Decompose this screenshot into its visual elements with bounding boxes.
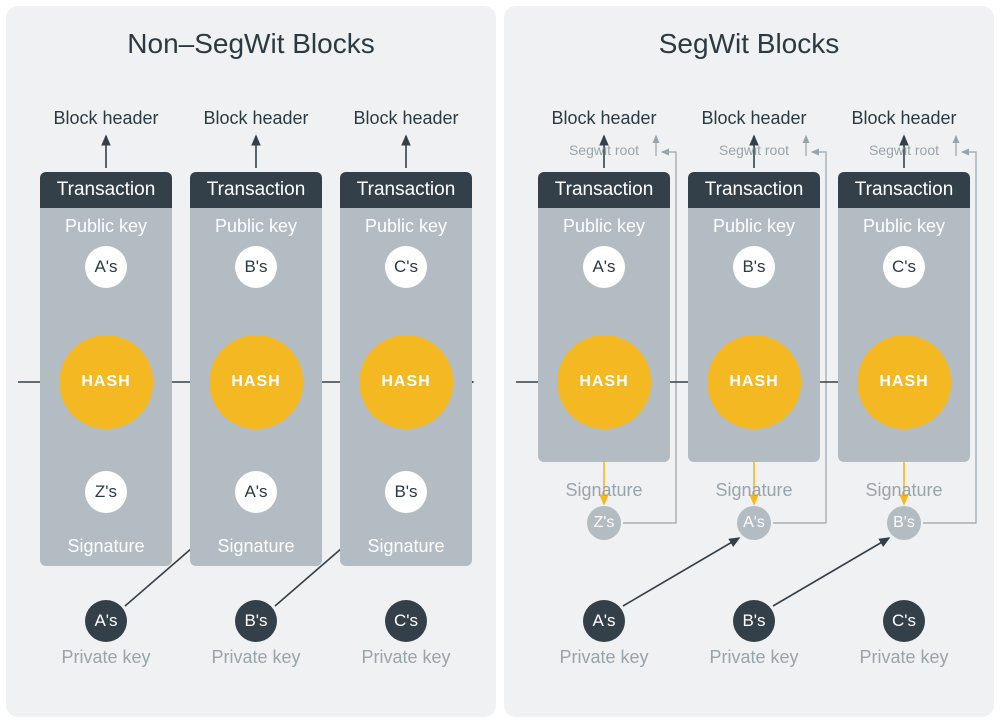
- pub-circle-right-0: A's: [583, 246, 625, 288]
- sig-label-right-2: Signature: [832, 480, 976, 501]
- tx-header-left-2: Transaction: [340, 172, 472, 208]
- block-header-label-right-0: Block header: [532, 108, 676, 129]
- priv-circle-left-1: B's: [235, 600, 277, 642]
- sig-circle-right-2: B's: [887, 506, 921, 540]
- hash-circle-right-0: HASH: [557, 335, 651, 429]
- pubkey-label-left-0: Public key: [40, 216, 172, 237]
- priv-label-right-2: Private key: [832, 647, 976, 668]
- block-header-label-right-1: Block header: [682, 108, 826, 129]
- tx-header-right-0: Transaction: [538, 172, 670, 208]
- pubkey-label-right-1: Public key: [688, 216, 820, 237]
- priv-circle-right-2: C's: [883, 600, 925, 642]
- sig-label-left-2: Signature: [340, 536, 472, 557]
- sig-label-right-1: Signature: [682, 480, 826, 501]
- pubkey-label-right-0: Public key: [538, 216, 670, 237]
- pub-circle-right-2: C's: [883, 246, 925, 288]
- tx-header-left-1: Transaction: [190, 172, 322, 208]
- priv-label-left-0: Private key: [34, 647, 178, 668]
- block-header-label-left-1: Block header: [184, 108, 328, 129]
- priv-circle-left-0: A's: [85, 600, 127, 642]
- sig-circle-right-1: A's: [737, 506, 771, 540]
- sig-label-left-1: Signature: [190, 536, 322, 557]
- priv-circle-right-0: A's: [583, 600, 625, 642]
- hash-circle-left-2: HASH: [359, 335, 453, 429]
- priv-label-left-2: Private key: [334, 647, 478, 668]
- segwit-root-label-1: Segwit root: [682, 142, 826, 158]
- block-header-label-left-0: Block header: [34, 108, 178, 129]
- pubkey-label-left-1: Public key: [190, 216, 322, 237]
- pub-circle-right-1: B's: [733, 246, 775, 288]
- priv-label-right-0: Private key: [532, 647, 676, 668]
- priv-circle-left-2: C's: [385, 600, 427, 642]
- pubkey-label-right-2: Public key: [838, 216, 970, 237]
- hash-circle-right-1: HASH: [707, 335, 801, 429]
- block-header-label-left-2: Block header: [334, 108, 478, 129]
- block-header-label-right-2: Block header: [832, 108, 976, 129]
- segwit-root-label-0: Segwit root: [532, 142, 676, 158]
- segwit-root-label-2: Segwit root: [832, 142, 976, 158]
- sig-label-right-0: Signature: [532, 480, 676, 501]
- panel-title-right: SegWit Blocks: [504, 28, 994, 60]
- tx-header-right-2: Transaction: [838, 172, 970, 208]
- panel-title-left: Non–SegWit Blocks: [6, 28, 496, 60]
- pub-circle-left-0: A's: [85, 246, 127, 288]
- pub-circle-left-1: B's: [235, 246, 277, 288]
- priv-circle-right-1: B's: [733, 600, 775, 642]
- hash-circle-right-2: HASH: [857, 335, 951, 429]
- hash-circle-left-1: HASH: [209, 335, 303, 429]
- sig-circle-right-0: Z's: [587, 506, 621, 540]
- hash-circle-left-0: HASH: [59, 335, 153, 429]
- pub-circle-left-2: C's: [385, 246, 427, 288]
- priv-label-right-1: Private key: [682, 647, 826, 668]
- sig-label-left-0: Signature: [40, 536, 172, 557]
- tx-header-right-1: Transaction: [688, 172, 820, 208]
- pubkey-label-left-2: Public key: [340, 216, 472, 237]
- sig-circle-left-0: Z's: [85, 471, 127, 513]
- sig-circle-left-1: A's: [235, 471, 277, 513]
- priv-label-left-1: Private key: [184, 647, 328, 668]
- tx-header-left-0: Transaction: [40, 172, 172, 208]
- sig-circle-left-2: B's: [385, 471, 427, 513]
- diagram-stage: Non–SegWit BlocksSegWit Blocks Block head…: [0, 0, 1000, 723]
